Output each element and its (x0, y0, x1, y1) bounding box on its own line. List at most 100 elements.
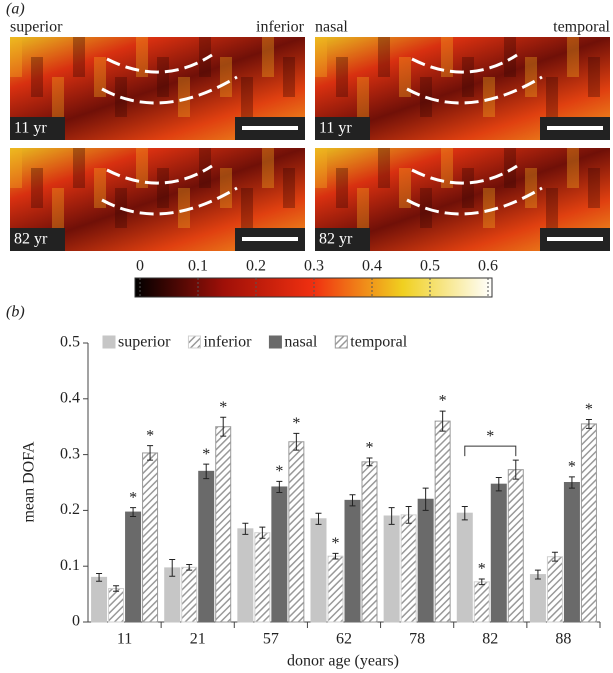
legend-swatch (334, 335, 348, 349)
map-texture (504, 37, 516, 77)
error-bar (242, 522, 249, 535)
map-texture (357, 77, 369, 117)
x-tick-label: 88 (555, 631, 571, 648)
significance-star: * (568, 459, 576, 476)
x-tick-label: 62 (336, 631, 352, 648)
map-texture (399, 57, 411, 97)
y-tick-label: 0.2 (60, 501, 80, 518)
map-texture (241, 188, 253, 228)
bar (271, 486, 288, 623)
limbus-outline (411, 164, 518, 185)
bar (108, 588, 125, 623)
bar (507, 469, 524, 623)
error-bar (186, 564, 193, 571)
y-tick-label: 0 (72, 613, 80, 630)
error-bar (534, 569, 541, 580)
error-bar (512, 459, 519, 480)
age-box (10, 117, 65, 140)
error-bar (551, 551, 558, 562)
bar (580, 423, 597, 623)
x-tick-label: 21 (190, 631, 206, 648)
map-texture (31, 168, 43, 208)
y-tick-label: 0.1 (60, 557, 80, 574)
bar (125, 511, 142, 623)
map-texture (262, 148, 274, 188)
limbus-outline (106, 53, 213, 74)
significance-star: * (585, 401, 593, 418)
colorbar-tick-label: 0.6 (478, 258, 498, 275)
map-texture (525, 57, 537, 97)
x-tick-label: 57 (263, 631, 279, 648)
limbus-outline (406, 186, 543, 216)
map-texture (399, 168, 411, 208)
y-tick-label: 0.3 (60, 445, 80, 462)
age-label: 11 yr (319, 120, 352, 137)
map-texture (136, 148, 148, 188)
bar (91, 576, 108, 623)
map-texture (315, 37, 327, 77)
map-texture (588, 168, 600, 208)
limbus-outline (406, 75, 543, 105)
map-texture (262, 37, 274, 77)
limbus-outline (411, 53, 518, 74)
map-texture (336, 168, 348, 208)
significance-star: * (219, 399, 227, 416)
age-label: 82 yr (14, 231, 48, 248)
region-label: nasal (315, 19, 348, 36)
error-bar (130, 507, 137, 518)
map-texture (73, 37, 85, 77)
error-bar (405, 505, 412, 524)
legend-swatch (187, 335, 201, 349)
error-bar (495, 476, 502, 492)
map-texture (220, 168, 232, 208)
bar (310, 518, 327, 623)
legend-label: superior (118, 334, 171, 351)
significance-star: * (202, 446, 210, 463)
map-texture (94, 168, 106, 208)
limbus-outline (101, 75, 238, 105)
legend-swatch (268, 335, 282, 349)
error-bar (568, 476, 575, 489)
map-texture (283, 168, 295, 208)
error-bar (422, 487, 429, 511)
error-bar (113, 585, 120, 592)
legend-label: nasal (284, 334, 317, 351)
map-texture (199, 148, 211, 188)
colorbar-tick-label: 0.4 (362, 258, 382, 275)
map-texture (315, 148, 327, 188)
map-texture (462, 57, 474, 97)
map-texture (378, 37, 390, 77)
bar (254, 532, 271, 623)
colorbar-tick-label: 0.5 (420, 258, 440, 275)
region-label: temporal (553, 19, 610, 36)
error-bar (276, 480, 283, 494)
map-texture (10, 148, 22, 188)
map-texture (336, 57, 348, 97)
age-box (315, 117, 370, 140)
error-bar (585, 418, 592, 429)
map-texture (157, 168, 169, 208)
panel-b: (b) mean DOFA donor age (years) (6, 304, 399, 670)
bar (400, 514, 417, 623)
map-texture (31, 57, 43, 97)
x-tick-label: 82 (482, 631, 498, 648)
region-label: superior (10, 19, 63, 36)
map-texture (378, 148, 390, 188)
y-tick-label: 0.5 (60, 334, 80, 351)
age-box (315, 228, 370, 251)
bar (529, 574, 546, 623)
bar (215, 426, 232, 623)
map-texture (220, 57, 232, 97)
bar (198, 470, 215, 623)
map-texture (157, 57, 169, 97)
map-texture (73, 148, 85, 188)
significance-bracket (464, 445, 517, 457)
bar (237, 528, 254, 623)
significance-star: * (146, 427, 154, 444)
panel-a: (a) superior inferior nasal temporal (6, 1, 611, 36)
error-bar (461, 505, 468, 521)
panel-label: (a) (6, 1, 25, 18)
x-tick-label: 78 (409, 631, 425, 648)
age-box (10, 228, 65, 251)
error-bar (169, 559, 176, 577)
